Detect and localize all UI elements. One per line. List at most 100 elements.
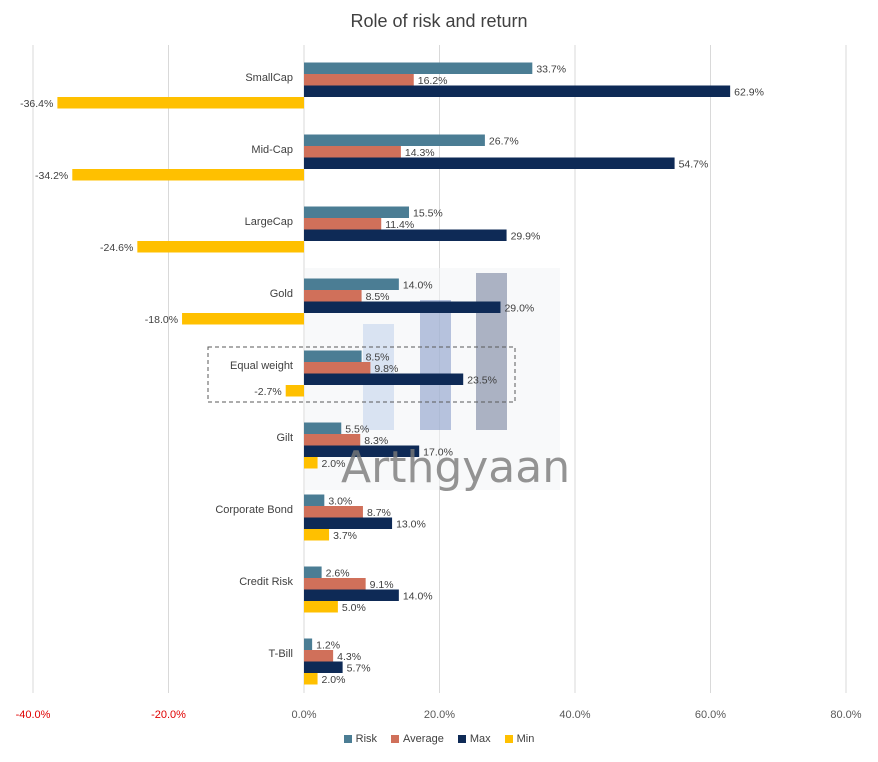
bar-max-gold [304,301,501,313]
category-group-gilt: 5.5%8.3% 17.0% 2.0% Gilt [277,422,453,470]
data-label: 29.0% [504,302,534,314]
data-label: 5.7% [347,662,371,674]
data-label: 3.7% [333,530,357,542]
data-label: 9.1% [370,579,394,591]
bar-risk-gilt [304,422,342,434]
bar-min-smallcap [57,97,304,109]
legend-item-max: Max [457,733,491,745]
bar-risk-smallcap [304,62,533,74]
bar-min-corporate-bond [304,529,330,541]
data-label: 9.8% [374,363,398,375]
category-group-t-bill: 1.2%4.3%5.7%2.0% T-Bill [269,638,371,686]
legend-label: Average [403,733,444,745]
data-label: 2.0% [322,458,346,470]
legend-item-risk: Risk [343,733,378,745]
data-label: -34.2% [35,170,68,182]
data-label: 5.5% [345,423,369,435]
bar-average-mid-cap [304,146,401,158]
bar-average-gilt [304,434,361,446]
data-label: 29.9% [511,230,541,242]
category-group-mid-cap: 26.7% 14.3% 54.7% -34.2% Mid-Cap [35,134,709,182]
legend-item-average: Average [391,733,444,745]
bar-min-credit-risk [304,601,338,613]
category-label: Gilt [277,432,294,444]
legend-item-min: Min [504,733,535,745]
data-label: 26.7% [489,135,519,147]
data-label: -18.0% [145,314,178,326]
category-label: LargeCap [245,216,293,228]
legend-swatch [343,735,352,743]
category-label: Credit Risk [239,576,293,588]
bar-max-largecap [304,229,507,241]
bar-average-equal-weight [304,362,371,374]
bar-max-credit-risk [304,589,399,601]
x-tick-label: -40.0% [16,709,51,721]
chart-title: Role of risk and return [350,11,528,31]
bar-average-smallcap [304,74,414,86]
bar-risk-corporate-bond [304,494,325,506]
data-label: 2.6% [326,567,350,579]
data-label: 3.0% [328,495,352,507]
legend-swatch [391,735,400,743]
category-label: Gold [270,288,293,300]
data-label: 14.3% [405,147,435,159]
bar-max-mid-cap [304,157,675,169]
data-label: 8.3% [364,435,388,447]
data-label: 8.5% [366,291,390,303]
x-tick-label: 20.0% [424,709,455,721]
x-tick-label: 40.0% [559,709,590,721]
data-label: 4.3% [337,651,361,663]
bar-min-equal-weight [285,385,304,397]
legend-swatch [504,735,513,743]
category-label: T-Bill [269,648,293,660]
bar-average-largecap [304,218,382,230]
category-group-corporate-bond: 3.0% 8.7% 13.0% 3.7% Corporate Bond [215,494,426,542]
data-label: 62.9% [734,86,764,98]
data-label: 11.4% [385,219,414,231]
category-group-equal-weight: 8.5%9.8% 23.5% -2.7% Equal weight [230,350,497,398]
data-label: 14.0% [403,279,433,291]
category-label: Mid-Cap [251,144,293,156]
category-group-smallcap: 33.7% 16.2% 62.9% -36.4% SmallCap [20,62,764,110]
watermark-bar [476,273,507,430]
bar-max-smallcap [304,85,731,97]
category-label: Corporate Bond [215,504,293,516]
x-tick-label: 60.0% [695,709,726,721]
chart-legend: Risk Average Max Min [0,733,878,745]
bar-min-gilt [304,457,318,469]
category-group-gold: 14.0% 8.5% 29.0% -18.0% Gold [145,278,534,326]
watermark-text: Arthgyaan [341,442,570,493]
bar-min-gold [182,313,304,325]
data-label: -2.7% [254,386,281,398]
x-tick-label: 0.0% [291,709,316,721]
data-label: 8.5% [366,351,390,363]
bar-max-t-bill [304,661,343,673]
bar-min-mid-cap [72,169,304,181]
bar-average-t-bill [304,650,334,662]
data-label: 14.0% [403,590,433,602]
data-label: 33.7% [536,63,566,75]
legend-label: Min [516,733,535,745]
bar-max-equal-weight [304,373,464,385]
bar-average-gold [304,290,362,302]
bar-average-corporate-bond [304,506,363,518]
bar-min-t-bill [304,673,318,685]
category-label: Equal weight [230,360,293,372]
data-label: -36.4% [20,98,53,110]
data-label: 17.0% [423,446,453,458]
bar-risk-mid-cap [304,134,485,146]
legend-swatch [457,735,466,743]
legend-label: Max [469,733,491,745]
data-label: 23.5% [467,374,497,386]
watermark-bar [420,300,451,430]
category-group-largecap: 15.5%11.4% 29.9% -24.6% LargeCap [100,206,541,254]
data-label: 2.0% [322,674,346,686]
bar-risk-largecap [304,206,410,218]
data-label: 1.2% [316,639,340,651]
legend-label: Risk [355,733,378,745]
bar-average-credit-risk [304,578,366,590]
bar-risk-credit-risk [304,566,322,578]
bar-risk-gold [304,278,399,290]
data-label: 54.7% [679,158,709,170]
